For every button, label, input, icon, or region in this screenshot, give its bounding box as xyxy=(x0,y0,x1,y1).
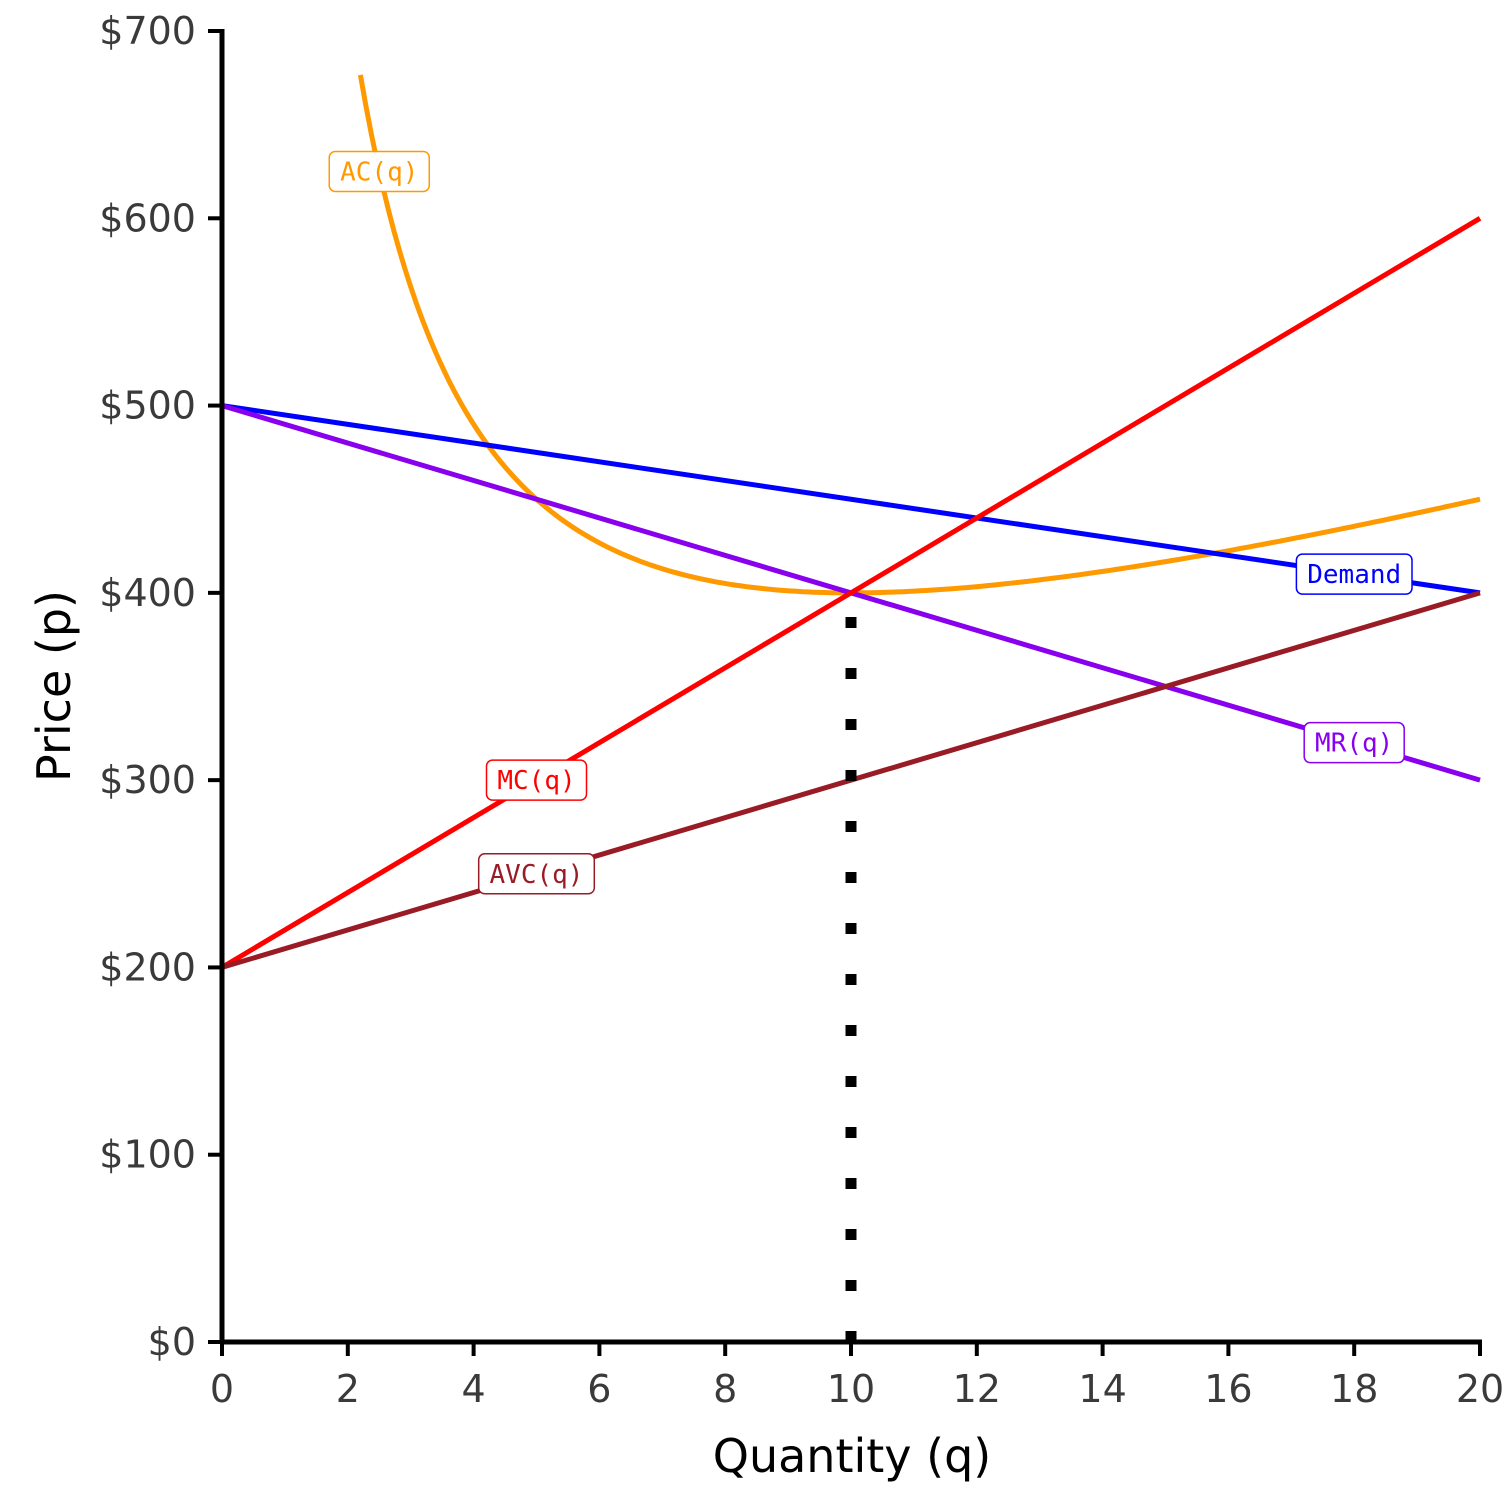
y-axis-title: Price (p) xyxy=(27,590,81,782)
x-tick-label: 4 xyxy=(462,1367,486,1411)
series-label-mc-q: MC(q) xyxy=(485,759,588,801)
series-label-text: Demand xyxy=(1307,560,1401,590)
series-labels: AC(q) Demand MR(q) MC(q) AVC(q) xyxy=(328,150,1413,895)
x-tick-label: 10 xyxy=(827,1367,875,1411)
series-line-ac-q xyxy=(357,74,1481,596)
y-tick-label: $0 xyxy=(148,1320,196,1364)
x-tick-label: 2 xyxy=(336,1367,360,1411)
series-label-box xyxy=(328,150,430,193)
x-axis-title: Quantity (q) xyxy=(713,1429,992,1483)
x-tick-label: 18 xyxy=(1330,1367,1378,1411)
y-tick-label: $700 xyxy=(99,9,196,53)
y-tick-label: $200 xyxy=(99,945,196,989)
y-tick-label: $600 xyxy=(99,196,196,240)
series-label-text: AVC(q) xyxy=(490,860,584,890)
series-label-text: MC(q) xyxy=(497,766,575,796)
series-label-text: MR(q) xyxy=(1315,729,1393,759)
y-tick-label: $500 xyxy=(99,384,196,428)
series-label-text: AC(q) xyxy=(340,157,418,187)
y-tick-label: $400 xyxy=(99,571,196,615)
series-label-demand: Demand xyxy=(1295,553,1413,595)
x-tick-label: 8 xyxy=(713,1367,737,1411)
series-label-ac-q: AC(q) xyxy=(328,150,430,193)
series-line-mc-q xyxy=(220,216,1482,970)
x-tick-label: 20 xyxy=(1456,1367,1504,1411)
axes: 0 2 4 6 8 10 12 14 16 18 20 $0 $100 $200 $300 $400 $500 $… xyxy=(99,9,1504,1411)
x-tick-label: 6 xyxy=(587,1367,611,1411)
series-label-box xyxy=(1295,553,1413,595)
x-tick-label: 0 xyxy=(210,1367,234,1411)
x-tick-label: 16 xyxy=(1204,1367,1252,1411)
y-tick-label: $300 xyxy=(99,758,196,802)
series-label-box xyxy=(485,759,588,801)
series-label-box xyxy=(477,853,596,895)
plot-lines xyxy=(220,74,1482,970)
y-tick-label: $100 xyxy=(99,1133,196,1177)
series-label-mr-q: MR(q) xyxy=(1303,721,1405,764)
x-tick-label: 12 xyxy=(953,1367,1001,1411)
series-line-demand xyxy=(221,403,1481,596)
series-label-avc-q: AVC(q) xyxy=(477,853,596,895)
series-label-box xyxy=(1303,721,1405,764)
x-tick-label: 14 xyxy=(1078,1367,1126,1411)
